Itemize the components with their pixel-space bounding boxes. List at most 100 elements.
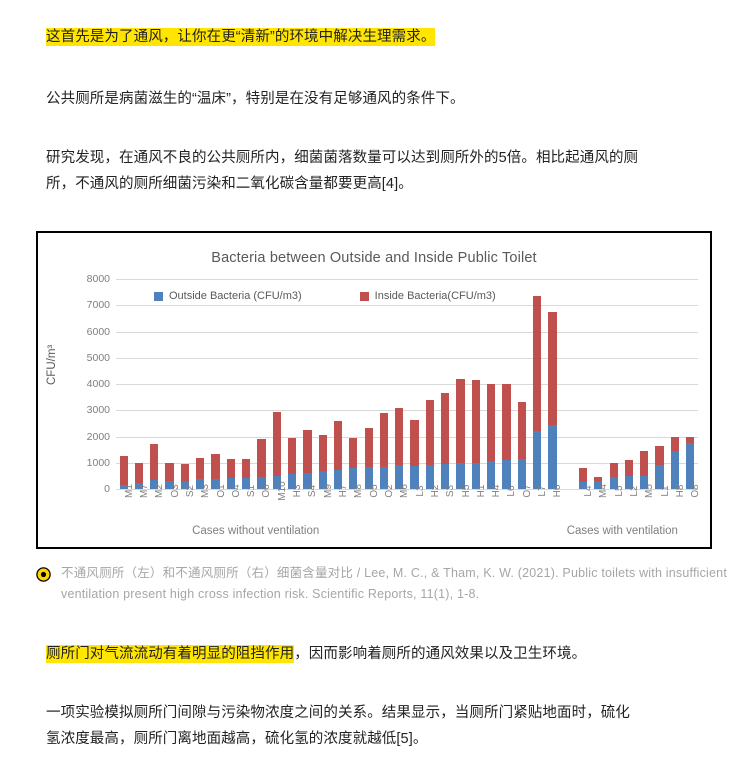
bar-segment-outside xyxy=(226,477,235,489)
stacked-bar xyxy=(578,468,588,489)
bar-segment-outside xyxy=(655,465,664,489)
bar-segment-inside xyxy=(226,459,235,478)
legend-label-outside: Outside Bacteria (CFU/m3) xyxy=(169,290,302,302)
bar-group-M1 xyxy=(116,279,131,489)
bar-segment-inside xyxy=(119,455,128,485)
stacked-bar xyxy=(211,453,220,489)
bar-group-O7 xyxy=(514,279,529,489)
y-axis-label: CFU/m³ xyxy=(46,344,58,385)
legend-swatch-inside-icon xyxy=(359,291,369,301)
bar-segment-outside xyxy=(303,473,312,489)
paragraph-5-line-2: 氢浓度最高，厕所门离地面越高，硫化氢的浓度就越低[5]。 xyxy=(46,731,428,747)
y-tick-4000: 4000 xyxy=(86,378,110,390)
paragraph-3: 研究发现，在通风不良的公共厕所内，细菌菌落数量可以达到厕所外的5倍。相比起通风的… xyxy=(0,145,750,197)
chart-bars-region xyxy=(116,279,698,489)
bar-group-H2 xyxy=(422,279,437,489)
bar-gap xyxy=(560,279,575,489)
stacked-bar xyxy=(242,459,251,489)
stacked-bar xyxy=(395,407,404,489)
bar-segment-inside xyxy=(364,427,373,468)
gridline-8000 xyxy=(116,279,698,280)
bar-segment-outside xyxy=(487,461,496,489)
bar-segment-outside xyxy=(410,465,419,489)
stacked-bar xyxy=(502,384,511,489)
bar-segment-outside xyxy=(257,476,266,489)
bar-group-S1 xyxy=(239,279,254,489)
stacked-bar xyxy=(379,412,389,489)
bar-segment-inside xyxy=(395,407,404,466)
bar-segment-inside xyxy=(425,399,435,466)
bar-segment-outside xyxy=(272,476,281,489)
bar-segment-inside xyxy=(150,444,159,481)
bar-segment-outside xyxy=(395,465,404,489)
bar-segment-outside xyxy=(333,469,343,489)
stacked-bar xyxy=(272,412,281,489)
bar-segment-outside xyxy=(502,460,511,489)
legend-swatch-outside-icon xyxy=(154,291,163,301)
bar-segment-outside xyxy=(196,478,205,489)
bar-segment-inside xyxy=(578,468,588,483)
bar-segment-inside xyxy=(165,462,174,481)
bar-group-O1 xyxy=(208,279,223,489)
stacked-bar xyxy=(655,445,664,489)
paragraph-4: 厕所门对气流流动有着明显的阻挡作用，因而影响着厕所的通风效果以及卫生环境。 xyxy=(0,641,750,667)
bar-group-L2 xyxy=(621,279,636,489)
bar-segment-outside xyxy=(349,468,358,489)
bar-segment-outside xyxy=(287,474,297,489)
gridline-6000 xyxy=(116,331,698,333)
bar-segment-outside xyxy=(364,467,373,489)
paragraph-4-rest: ，因而影响着厕所的通风效果以及卫生环境。 xyxy=(294,646,587,662)
y-tick-2000: 2000 xyxy=(86,430,110,443)
bar-group-M7 xyxy=(131,279,146,489)
stacked-bar xyxy=(471,380,480,489)
figure-caption-text: 不通风厕所（左）和不通风厕所（右）细菌含量对比 / Lee, M. C., & … xyxy=(61,566,728,601)
bar-group-M6 xyxy=(392,279,407,489)
y-tick-0: 0 xyxy=(104,483,110,495)
stacked-bar xyxy=(640,450,649,489)
bar-group-O5 xyxy=(361,279,376,489)
bar-group-O4 xyxy=(223,279,238,489)
bar-segment-inside xyxy=(624,460,634,477)
bar-group-O2 xyxy=(376,279,391,489)
bar-segment-inside xyxy=(211,453,220,479)
stacked-bar xyxy=(517,402,526,489)
legend-item-outside: Outside Bacteria (CFU/m3) xyxy=(154,290,302,302)
bar-segment-outside xyxy=(517,458,526,489)
paragraph-2: 公共厕所是病菌滋生的“温床”，特别是在没有足够通风的条件下。 xyxy=(0,86,750,112)
stacked-bar xyxy=(287,438,297,489)
bar-segment-outside xyxy=(165,480,174,489)
bar-segment-inside xyxy=(441,393,450,465)
bar-group-L7 xyxy=(529,279,544,489)
y-tick-6000: 6000 xyxy=(86,325,110,338)
ring-icon xyxy=(36,567,51,582)
figure-caption: 不通风厕所（左）和不通风厕所（右）细菌含量对比 / Lee, M. C., & … xyxy=(36,563,736,605)
bar-segment-inside xyxy=(502,384,511,461)
bar-group-H4 xyxy=(484,279,499,489)
stacked-bar xyxy=(487,384,496,489)
bar-segment-inside xyxy=(686,436,695,444)
gridline-2000 xyxy=(116,436,698,438)
bar-segment-inside xyxy=(379,412,389,467)
gridline-7000 xyxy=(116,305,698,307)
bar-segment-outside xyxy=(532,431,542,489)
bar-segment-outside xyxy=(686,443,695,489)
stacked-bar xyxy=(670,436,680,489)
y-tick-1000: 1000 xyxy=(86,456,110,469)
stacked-bar xyxy=(349,437,358,489)
bar-segment-outside xyxy=(441,464,450,489)
stacked-bar xyxy=(624,460,634,489)
stacked-bar xyxy=(119,455,128,489)
legend-item-inside: Inside Bacteria(CFU/m3) xyxy=(359,290,496,302)
bar-segment-outside xyxy=(471,462,480,489)
stacked-bar xyxy=(134,462,144,489)
stacked-bar xyxy=(686,436,695,489)
paragraph-1: 这首先是为了通风，让你在更“清新”的环境中解决生理需求。 xyxy=(0,24,750,50)
stacked-bar xyxy=(594,477,603,489)
bar-group-M2 xyxy=(147,279,162,489)
y-tick-8000: 8000 xyxy=(86,273,110,285)
x-axis-group-labels: Cases without ventilation Cases with ven… xyxy=(116,525,698,541)
bar-segment-inside xyxy=(196,457,205,479)
bar-segment-inside xyxy=(257,439,266,477)
highlighted-text-2: 厕所门对气流流动有着明显的阻挡作用 xyxy=(46,645,295,663)
bar-segment-inside xyxy=(134,462,144,483)
